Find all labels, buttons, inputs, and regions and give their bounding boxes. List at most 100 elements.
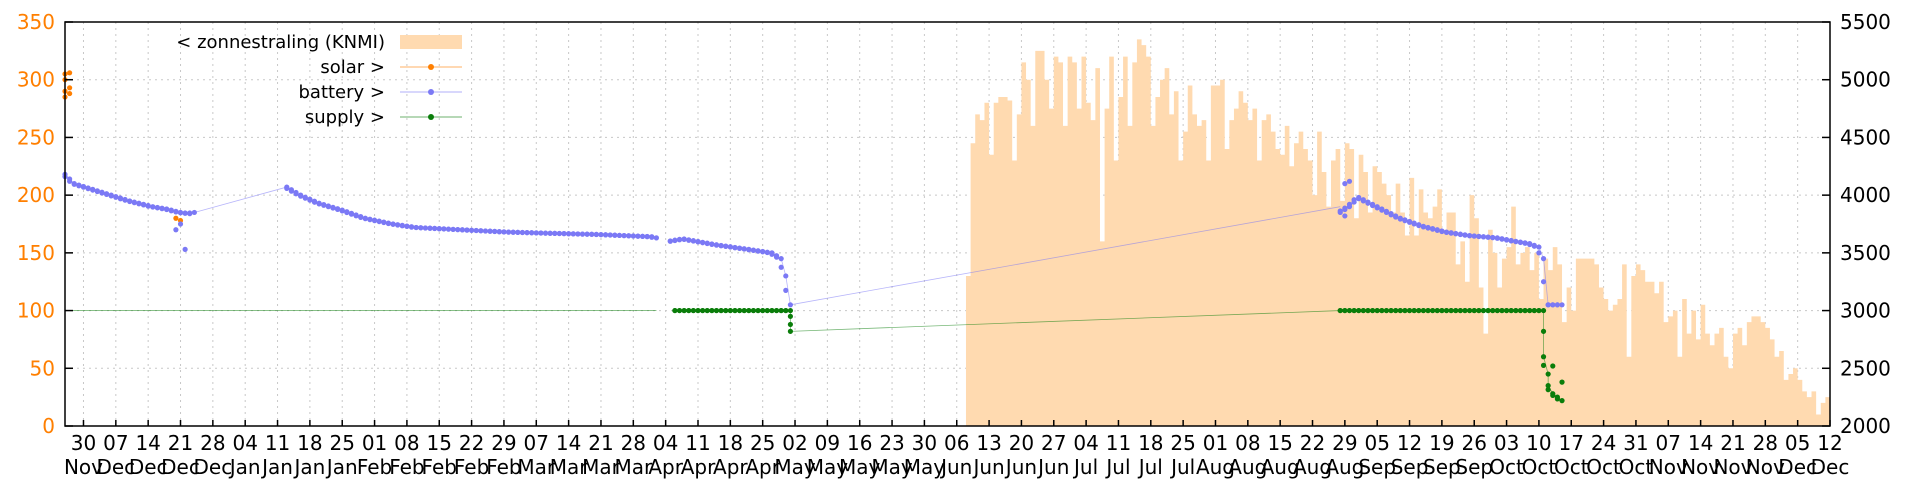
x-tick-day: 09 [815, 431, 840, 455]
battery-point [1356, 196, 1362, 202]
supply-point [1499, 307, 1505, 314]
x-tick-month: Jul [1137, 455, 1163, 479]
battery-point [399, 223, 405, 229]
x-tick-day: 07 [524, 431, 549, 455]
axes: 0501001502002503003502000250030003500400… [17, 10, 1891, 479]
battery-point [1388, 212, 1394, 218]
supply-point [783, 307, 789, 314]
battery-point [566, 231, 572, 237]
supply-point [1550, 363, 1556, 369]
supply-point [1485, 307, 1491, 314]
x-tick-month: Jan [325, 455, 358, 479]
battery-point [635, 233, 641, 239]
battery-point [607, 232, 613, 238]
x-tick-day: 11 [685, 431, 710, 455]
battery-point [136, 201, 142, 207]
battery-point [353, 213, 359, 219]
x-tick-month: Jun [1036, 455, 1069, 479]
x-tick-day: 23 [879, 431, 904, 455]
supply-point [713, 307, 720, 314]
battery-point [76, 183, 82, 189]
battery-point [150, 204, 156, 210]
supply-point [1527, 307, 1533, 314]
battery-point [1416, 222, 1422, 229]
battery-point [464, 227, 470, 233]
battery-point [182, 210, 188, 216]
battery-point [732, 245, 738, 251]
legend: < zonnestraling (KNMI) solar > battery > su… [176, 32, 462, 128]
x-tick-month: May [807, 455, 849, 479]
battery-point [1346, 201, 1353, 207]
battery-point [1540, 256, 1547, 262]
x-tick-month: Sep [1391, 455, 1429, 479]
battery-point [108, 193, 114, 199]
battery-point [367, 217, 373, 223]
battery-point [1494, 235, 1500, 241]
battery-point [778, 256, 784, 262]
battery-point [371, 218, 378, 224]
x-tick-day: 31 [1623, 431, 1648, 455]
battery-point [404, 223, 410, 230]
battery-point [339, 208, 345, 214]
legend-label: battery > [298, 82, 385, 103]
battery-point [131, 200, 137, 206]
battery-point [1480, 234, 1487, 240]
supply-point [727, 307, 733, 314]
battery-point [316, 201, 322, 207]
y-right-tick-label: 4500 [1840, 125, 1891, 149]
x-tick-month: Feb [357, 455, 392, 479]
y-left-tick-label: 0 [42, 414, 55, 438]
x-tick-day: 03 [1494, 431, 1519, 455]
battery-point [593, 231, 599, 238]
x-tick-day: 12 [1817, 431, 1842, 455]
battery-point [1536, 244, 1542, 250]
supply-point [755, 307, 761, 314]
x-tick-day: 17 [1559, 431, 1584, 455]
x-tick-day: 18 [297, 431, 322, 455]
battery-point [672, 237, 678, 243]
battery-point [154, 205, 161, 211]
battery-point [755, 248, 761, 254]
battery-point [1536, 250, 1542, 256]
supply-point [1536, 307, 1542, 314]
battery-point [1559, 302, 1565, 308]
supply-point [741, 307, 747, 314]
battery-point [408, 224, 415, 230]
y-left-tick-label: 300 [17, 68, 55, 92]
supply-point [1494, 307, 1500, 314]
legend-marker-solar [428, 64, 434, 70]
battery-point [644, 234, 650, 240]
x-tick-month: Apr [745, 455, 780, 479]
x-tick-day: 30 [71, 431, 96, 455]
x-tick-day: 12 [1397, 431, 1422, 455]
battery-point [515, 229, 521, 236]
supply-point [760, 307, 766, 314]
y-left-tick-label: 200 [17, 183, 55, 207]
battery-point [159, 206, 165, 212]
x-tick-day: 14 [556, 431, 581, 455]
battery-point [487, 228, 493, 234]
supply-point [1365, 307, 1371, 314]
supply-point [787, 313, 794, 319]
battery-point [413, 224, 419, 231]
battery-point [427, 225, 433, 231]
supply-point [1411, 307, 1417, 314]
x-tick-month: May [839, 455, 881, 479]
series-points [62, 70, 1565, 404]
supply-point [1374, 307, 1380, 314]
battery-point [773, 254, 780, 260]
x-tick-month: Sep [1423, 455, 1461, 479]
battery-point [1383, 209, 1390, 216]
x-tick-month: Oct [1489, 455, 1524, 479]
supply-point [1402, 307, 1408, 314]
battery-point [298, 193, 304, 199]
x-tick-day: 21 [588, 431, 613, 455]
supply-point [1439, 307, 1445, 314]
y-left-tick-label: 250 [17, 125, 55, 149]
x-tick-day: 08 [1235, 431, 1260, 455]
battery-point [547, 230, 553, 236]
battery-point [284, 185, 290, 192]
plot-border [64, 21, 1831, 427]
x-tick-day: 04 [653, 431, 678, 455]
